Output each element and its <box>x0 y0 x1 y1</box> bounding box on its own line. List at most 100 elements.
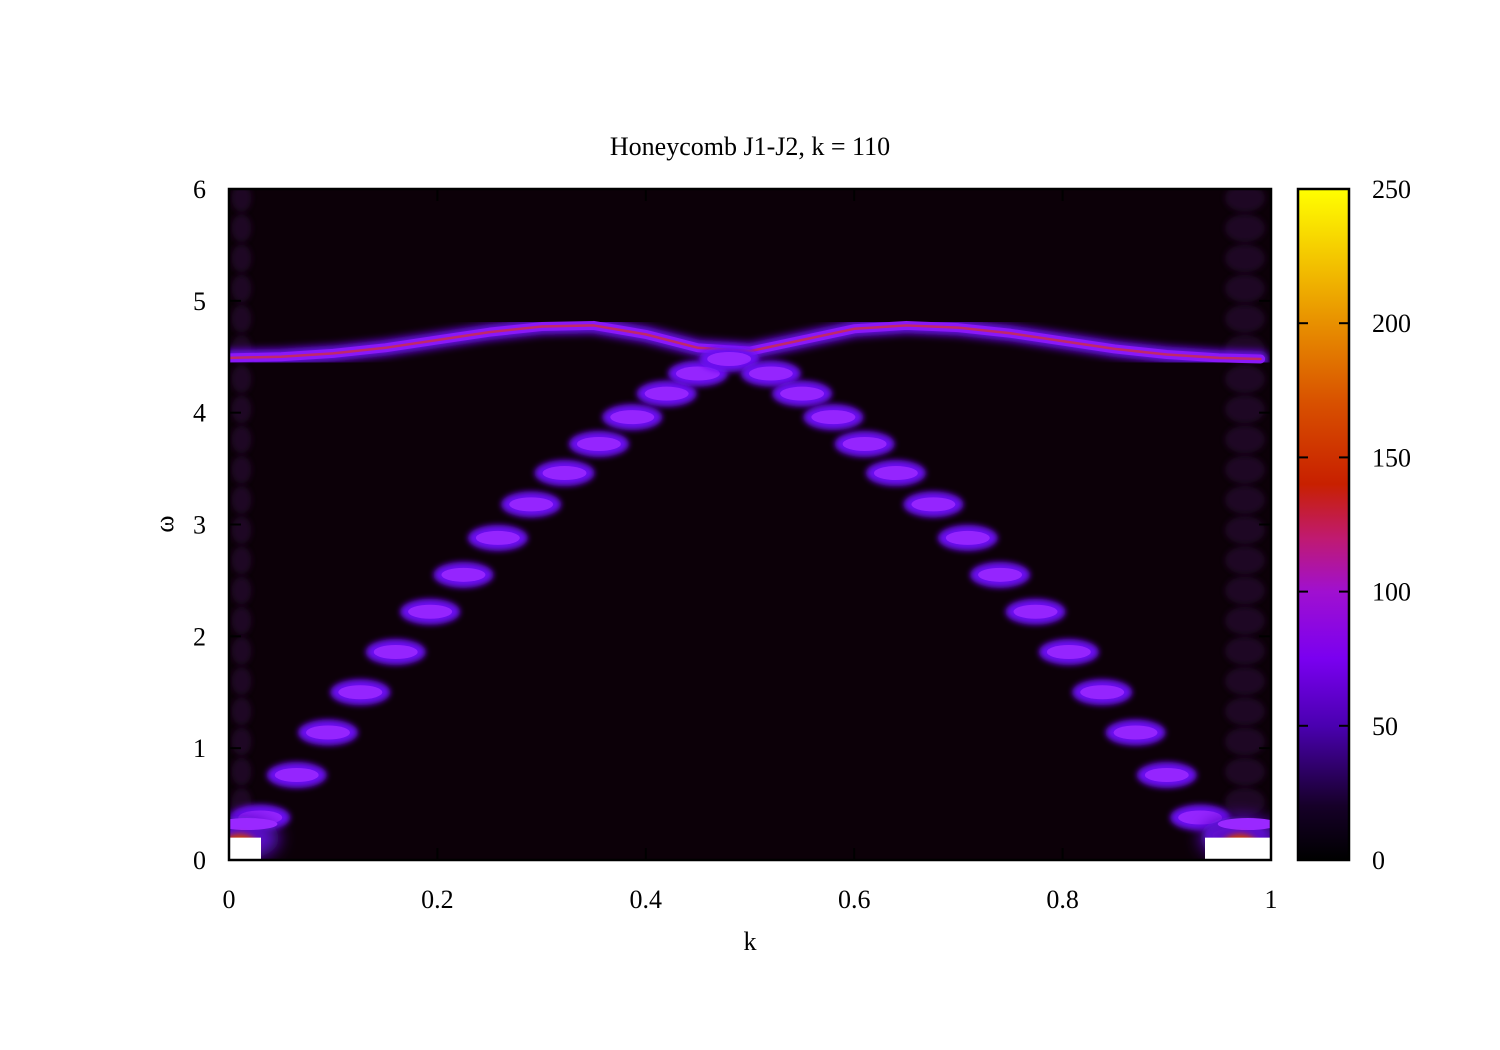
edge-texture <box>1224 214 1265 243</box>
edge-texture <box>231 606 252 635</box>
edge-texture <box>231 274 252 303</box>
y-tick-label: 2 <box>193 622 206 651</box>
spectral-point <box>475 530 520 545</box>
colorbar-tick-label: 50 <box>1372 712 1398 741</box>
edge-texture <box>1224 425 1265 454</box>
colorbar-tick-label: 0 <box>1372 846 1385 875</box>
edge-texture <box>1224 636 1265 665</box>
x-axis: 0 0.2 0.4 0.6 0.8 1 <box>223 189 1278 914</box>
spectral-point <box>911 497 956 512</box>
hotspot-arc <box>229 818 278 831</box>
saturated-cell <box>229 837 261 860</box>
edge-texture <box>231 727 252 756</box>
spectral-point <box>274 768 319 783</box>
edge-texture <box>1224 455 1265 484</box>
edge-texture <box>1224 546 1265 575</box>
edge-texture <box>1224 787 1265 816</box>
edge-texture <box>231 516 252 545</box>
edge-texture <box>231 757 252 786</box>
spectral-point <box>748 366 793 381</box>
edge-texture <box>1224 244 1265 273</box>
edge-texture <box>1224 757 1265 786</box>
edge-texture <box>231 576 252 605</box>
edge-texture <box>231 697 252 726</box>
x-tick-label: 1 <box>1265 885 1278 914</box>
spectral-point <box>1080 685 1125 700</box>
x-tick-label: 0.2 <box>421 885 454 914</box>
edge-texture <box>231 425 252 454</box>
edge-texture <box>1224 274 1265 303</box>
colorbar-tick-label: 250 <box>1372 175 1411 204</box>
spectral-point <box>1046 644 1091 659</box>
edge-texture <box>1224 304 1265 333</box>
spectral-point <box>509 497 554 512</box>
spectral-point <box>675 366 720 381</box>
edge-texture <box>231 455 252 484</box>
y-tick-label: 1 <box>193 734 206 763</box>
edge-texture <box>231 365 252 394</box>
spectral-point <box>576 436 621 451</box>
spectral-point <box>1113 725 1158 740</box>
edge-texture <box>1224 189 1265 212</box>
spectral-point <box>373 644 418 659</box>
edge-texture <box>231 667 252 696</box>
spectral-point <box>305 725 350 740</box>
spectral-point <box>1178 810 1223 825</box>
edge-texture <box>231 485 252 514</box>
edge-texture <box>1224 395 1265 424</box>
edge-texture <box>231 214 252 243</box>
edge-texture <box>231 304 252 333</box>
spectral-point <box>873 466 918 481</box>
x-tick-label: 0.4 <box>630 885 663 914</box>
chart-title: Honeycomb J1-J2, k = 110 <box>610 132 890 161</box>
spectral-point <box>338 685 383 700</box>
colorbar-tick-label: 100 <box>1372 578 1411 607</box>
edge-texture <box>1224 485 1265 514</box>
edge-texture <box>231 244 252 273</box>
y-tick-label: 4 <box>193 399 206 428</box>
spectral-point <box>610 410 655 425</box>
edge-texture <box>231 189 252 212</box>
y-tick-label: 0 <box>193 846 206 875</box>
x-tick-label: 0 <box>223 885 236 914</box>
hotspot-arc <box>1217 818 1271 831</box>
spectral-point <box>945 530 990 545</box>
y-axis-label: ω <box>150 515 179 532</box>
colorbar <box>1296 187 1351 862</box>
x-tick-label: 0.6 <box>838 885 871 914</box>
plot-background <box>229 189 1271 860</box>
edge-texture <box>1224 365 1265 394</box>
spectral-point <box>780 386 825 401</box>
x-tick-label: 0.8 <box>1046 885 1079 914</box>
heatmap-layer <box>229 189 1271 860</box>
spectral-point <box>1144 768 1189 783</box>
spectral-point <box>1013 604 1058 619</box>
y-axis: 0 1 2 3 4 5 6 <box>193 175 1271 875</box>
edge-texture <box>1224 697 1265 726</box>
spectral-point <box>542 466 587 481</box>
spectral-point <box>978 567 1023 582</box>
edge-texture <box>1224 576 1265 605</box>
colorbar-tick-label: 200 <box>1372 309 1411 338</box>
spectral-point <box>811 410 856 425</box>
y-tick-label: 6 <box>193 175 206 204</box>
edge-texture <box>1224 727 1265 756</box>
y-tick-label: 5 <box>193 287 206 316</box>
spectral-point <box>644 386 689 401</box>
edge-texture <box>1224 516 1265 545</box>
edge-texture <box>1224 667 1265 696</box>
spectral-point <box>408 604 453 619</box>
y-tick-label: 3 <box>193 511 206 540</box>
spectral-point <box>707 351 752 366</box>
edge-texture <box>1224 606 1265 635</box>
edge-texture <box>231 636 252 665</box>
colorbar-ticks: 0 50 100 150 200 250 <box>1298 175 1411 875</box>
spectral-point <box>441 567 486 582</box>
spectral-point <box>842 436 887 451</box>
edge-texture <box>231 546 252 575</box>
x-axis-label: k <box>744 927 757 956</box>
saturated-cell <box>1205 837 1271 860</box>
edge-texture <box>231 395 252 424</box>
colorbar-tick-label: 150 <box>1372 443 1411 472</box>
